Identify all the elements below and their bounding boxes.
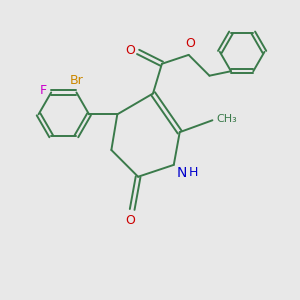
Text: O: O: [185, 38, 195, 50]
Text: O: O: [125, 44, 135, 57]
Text: O: O: [126, 214, 136, 227]
Text: H: H: [189, 166, 199, 179]
Text: Br: Br: [70, 74, 83, 87]
Text: CH₃: CH₃: [217, 114, 238, 124]
Text: N: N: [177, 166, 187, 180]
Text: F: F: [40, 85, 47, 98]
